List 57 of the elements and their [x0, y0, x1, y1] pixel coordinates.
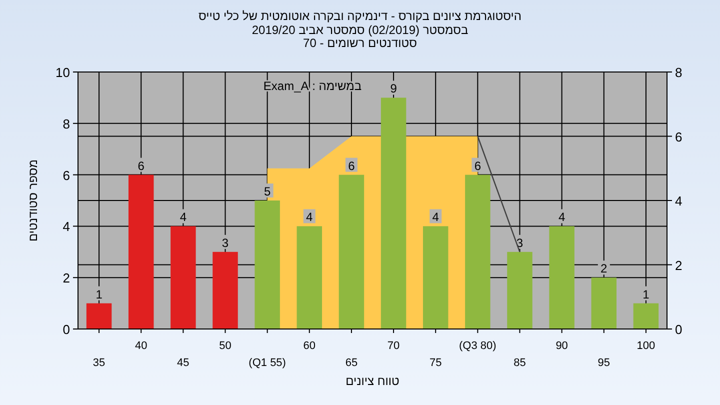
bar	[380, 98, 406, 329]
bar	[591, 278, 617, 329]
data-label: 6	[348, 158, 356, 173]
x-tick-label: 95	[598, 357, 610, 369]
x-tick-label: 60	[303, 340, 316, 352]
x-tick-label: 70	[387, 340, 400, 352]
y-tick-label: 8	[62, 116, 70, 132]
bar	[254, 200, 280, 329]
text: סטודנטים רשומים - 70	[303, 36, 417, 50]
y2-tick-label: 4	[675, 194, 682, 208]
bar	[338, 174, 364, 329]
y-tick-label: 10	[56, 65, 70, 80]
bar	[128, 174, 154, 329]
x-tick-label: 75	[429, 357, 442, 369]
y2-tick-label: 2	[675, 258, 682, 273]
data-label: 4	[432, 210, 440, 224]
y2-tick-label: 8	[675, 65, 682, 80]
data-label: 3	[222, 236, 229, 250]
x-tick-label: 35	[92, 357, 106, 369]
y-tick-label: 0	[62, 322, 70, 337]
data-label: 4	[558, 210, 566, 224]
y-tick-label: 2	[62, 270, 70, 286]
x-tick-label: 100	[636, 340, 656, 352]
x-tick-label: 50	[219, 340, 232, 352]
data-label: 4	[180, 210, 187, 224]
data-label: 6	[474, 158, 482, 173]
data-label: 6	[138, 158, 145, 173]
data-label: 1	[96, 287, 103, 302]
x-axis-title: טווח ציונים	[346, 374, 400, 388]
bar	[549, 226, 574, 329]
data-label: 4	[306, 210, 314, 224]
bar	[170, 226, 196, 329]
bar	[86, 303, 112, 329]
text: בסמסטר (02/2019) סמסטר אביב 2019/20	[252, 23, 468, 37]
data-label: 2	[600, 262, 608, 276]
x-tick-label: 85	[514, 357, 526, 369]
x-tick-label: (Q3 80)	[459, 340, 496, 352]
y-tick-label: 4	[62, 219, 70, 234]
y2-tick-label: 6	[675, 129, 682, 144]
bar	[296, 226, 322, 329]
chart-title: היסטוגרמת ציונים בקורס - דינמיקה ובקרה אוטומטית של כלי טייס	[198, 9, 522, 23]
x-tick-label: 40	[134, 340, 148, 352]
data-label: 1	[642, 287, 650, 302]
x-tick-label: 90	[556, 340, 568, 352]
bar	[507, 252, 532, 329]
x-tick-label: 65	[345, 357, 358, 369]
y-tick-label: 6	[62, 168, 70, 183]
data-label: 9	[390, 82, 398, 96]
bar	[422, 226, 448, 329]
bar	[633, 303, 659, 329]
x-tick-label: (Q1 55)	[248, 357, 286, 369]
x-tick-label: 45	[177, 357, 190, 369]
bar	[465, 174, 490, 329]
y-axis-title: מספר סטודנטים	[26, 159, 40, 242]
y2-tick-label: 0	[675, 322, 682, 337]
bar	[212, 252, 238, 329]
data-label: 5	[264, 184, 271, 198]
